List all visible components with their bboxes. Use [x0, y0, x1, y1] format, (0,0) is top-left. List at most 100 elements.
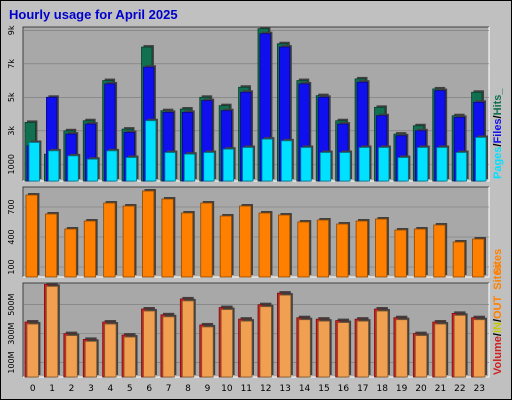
sites-bar [413, 228, 427, 278]
sites-bar [278, 214, 291, 278]
pages-bar [183, 153, 196, 182]
pages-bar [475, 137, 487, 182]
legend-hits-files-pages: Pages/Files/Hits_ [492, 88, 504, 179]
kbin-bar [143, 310, 156, 378]
x-tick-label: 21 [435, 384, 446, 394]
legend-entry: _ [492, 88, 504, 96]
pages-bar [358, 147, 370, 182]
legend-entry: Files [492, 118, 504, 143]
kbin-bar [337, 322, 350, 378]
x-tick-label: 19 [396, 384, 408, 394]
kbin-bar [181, 300, 195, 378]
sites-bar [219, 215, 232, 278]
pages-bar [125, 157, 137, 182]
pages-bar [436, 147, 448, 182]
x-tick-label: 2 [69, 384, 75, 394]
kbin-bar [356, 320, 369, 378]
sites-bar [316, 219, 330, 278]
x-tick-label: 18 [376, 384, 388, 394]
kbin-bar [317, 320, 331, 378]
x-tick-label: 7 [166, 384, 172, 394]
legend-entry: Volume [492, 336, 504, 375]
sites-bar [200, 202, 213, 278]
kbin-bar [259, 306, 272, 378]
pages-bar [261, 138, 273, 182]
y-tick-label: 5k [7, 92, 16, 102]
legend-entry: Pages [492, 147, 504, 179]
legend-entry: / [492, 319, 504, 322]
sites-bar [239, 205, 252, 278]
pages-bar [222, 148, 234, 182]
x-tick-label: 20 [415, 384, 427, 394]
panel-sites [23, 187, 489, 277]
panel-edge-dark [22, 282, 489, 377]
sites-bar [355, 220, 368, 278]
panel-edge-dark [22, 26, 489, 181]
x-tick-label: 4 [108, 384, 114, 394]
sites-bar [452, 241, 465, 278]
legend-volume: Volume/IN/OUTSites [492, 263, 504, 375]
pages-bar [145, 120, 157, 182]
x-tick-label: 0 [30, 384, 36, 394]
x-tick-label: 23 [474, 384, 485, 394]
sites-bar [375, 218, 388, 278]
x-tick-label: 12 [260, 384, 271, 394]
y-tick-label: 700 [7, 199, 16, 214]
pages-bar [106, 150, 118, 182]
x-tick-label: 1 [49, 384, 55, 394]
pages-bar [455, 152, 467, 182]
pages-bar [378, 147, 390, 182]
kbin-bar [46, 286, 59, 378]
sites-bar [336, 223, 349, 278]
kbin-bar [414, 335, 428, 378]
pages-bar [203, 152, 215, 182]
sites-bar [394, 229, 407, 278]
sites-bar [45, 213, 58, 278]
legend-entry: Hits [492, 95, 504, 116]
kbin-bar [434, 323, 447, 378]
pages-bar [48, 150, 60, 182]
kbin-bar [453, 314, 466, 378]
kbin-bar [123, 336, 136, 378]
sites-bar [472, 238, 485, 278]
legend-entry: / [492, 333, 504, 336]
legend-entry: OUT [492, 295, 504, 319]
y-tick-label: 7k [7, 59, 16, 69]
panel-edge-light [23, 27, 490, 182]
pages-bar [242, 147, 254, 182]
pages-bar [164, 152, 176, 182]
panel-edge-dark [22, 186, 489, 277]
x-tick-label: 3 [88, 384, 94, 394]
sites-bar [103, 202, 116, 278]
sites-bar [64, 228, 77, 278]
pages-bar [281, 140, 293, 182]
y-tick-label: 500M [7, 294, 16, 316]
y-tick-label: 9k [7, 25, 16, 35]
kbin-bar [220, 309, 233, 378]
kbin-bar [473, 319, 486, 378]
sites-bar [142, 190, 155, 278]
sites-bar [433, 224, 446, 278]
panel-edge-light [23, 187, 490, 278]
legend-entry: Sites [492, 263, 504, 289]
kbin-bar [26, 323, 39, 378]
kbin-bar [84, 340, 98, 378]
pages-bar [319, 152, 332, 182]
sites-bar [258, 212, 271, 278]
legend-entry: / [492, 115, 504, 118]
x-tick-label: 10 [221, 384, 233, 394]
x-tick-label: 16 [338, 384, 350, 394]
kbin-bar [240, 320, 253, 378]
y-tick-label: 3k [7, 126, 16, 136]
legend-entry: / [492, 144, 504, 147]
y-tick-label: 400 [7, 229, 16, 244]
kbin-bar [376, 310, 389, 378]
kbin-bar [104, 323, 117, 378]
x-tick-label: 6 [146, 384, 152, 394]
pages-bar [28, 142, 40, 182]
pages-bar [416, 147, 429, 182]
kbin-bar [162, 316, 175, 378]
pages-bar [67, 155, 79, 182]
